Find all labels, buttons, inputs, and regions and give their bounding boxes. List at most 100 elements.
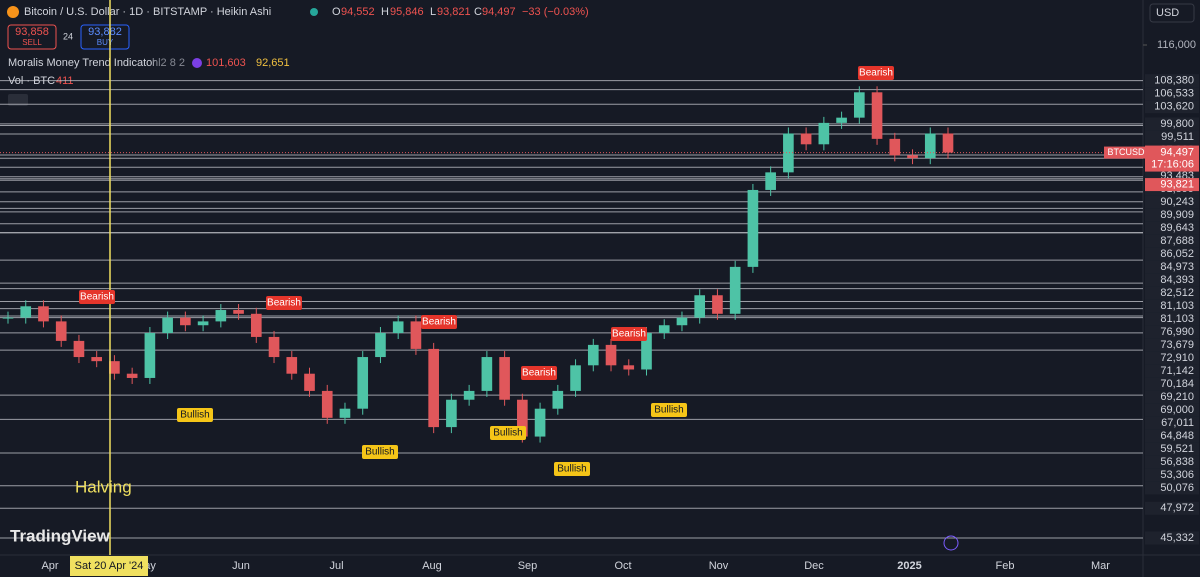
signal-box — [490, 426, 526, 440]
indicator-name: Moralis Money Trend Indicator — [8, 57, 156, 69]
sell-button[interactable] — [7, 24, 57, 50]
level-label: 82,512 — [1160, 287, 1194, 299]
level-label: 99,800 — [1160, 118, 1194, 130]
candle — [38, 306, 49, 322]
candle — [871, 92, 883, 139]
ohlc-label: C — [474, 6, 482, 18]
y-tick-label: 116,000 — [1157, 39, 1196, 51]
level-label: 72,910 — [1160, 352, 1194, 364]
candle — [747, 189, 759, 267]
candle — [712, 295, 723, 314]
ohlc-value: 95,846 — [390, 6, 424, 18]
candle — [428, 348, 439, 428]
level-label-box — [1145, 377, 1199, 391]
candle — [765, 172, 776, 190]
candle — [392, 321, 404, 334]
candle — [109, 361, 120, 374]
candle — [375, 333, 386, 358]
candle — [286, 357, 298, 374]
level-label: 59,521 — [1160, 443, 1194, 455]
x-tick-label: Mar — [1091, 560, 1110, 572]
signal-box — [266, 296, 302, 310]
buy-button[interactable] — [80, 24, 130, 50]
level-label: 106,533 — [1154, 88, 1194, 100]
candle — [587, 344, 599, 366]
level-label: 50,076 — [1160, 482, 1194, 494]
level-label-box — [1145, 429, 1199, 443]
x-tick-label: Apr — [41, 560, 58, 572]
plot — [0, 44, 1147, 539]
indicator-lower: 92,651 — [256, 57, 290, 69]
buy-text: BUY — [97, 38, 114, 47]
candle — [854, 92, 865, 118]
indicator-upper: 101,603 — [206, 57, 246, 69]
countdown: 17:16:06 — [1151, 158, 1194, 170]
signal-label: Bearish — [267, 298, 301, 309]
level-label: 89,909 — [1160, 209, 1194, 221]
level-label: 84,393 — [1160, 274, 1194, 286]
last-price: 94,497 — [1160, 146, 1194, 158]
symbol-tag: BTCUSD — [1107, 147, 1145, 157]
level-label-box — [1145, 117, 1199, 131]
signal-label: Bullish — [654, 405, 683, 416]
level-label-box — [1145, 468, 1199, 482]
level-label-box — [1145, 286, 1199, 300]
level-label-box — [1145, 273, 1199, 287]
candle — [268, 336, 280, 358]
signal-box — [651, 403, 687, 417]
status-dot — [310, 8, 318, 16]
level-label: 53,306 — [1160, 469, 1194, 481]
candle — [676, 317, 688, 326]
candle — [321, 390, 333, 418]
replay-button[interactable] — [943, 535, 959, 551]
indicator-params: hl2 8 2 — [152, 57, 185, 69]
candle — [162, 317, 173, 334]
signal-box — [858, 66, 894, 80]
level-label-box — [1145, 416, 1199, 430]
level-label: 71,142 — [1160, 365, 1194, 377]
candle — [818, 122, 830, 145]
signal-label: Bullish — [557, 464, 586, 475]
candle — [605, 344, 617, 366]
candle — [836, 117, 847, 123]
change: −33 (−0.03%) — [522, 6, 589, 18]
level-label: 81,103 — [1160, 300, 1194, 312]
candle — [800, 133, 812, 145]
sell-text: SELL — [22, 38, 42, 47]
candle — [907, 155, 918, 159]
candle — [534, 408, 546, 437]
currency-select[interactable] — [1149, 3, 1195, 23]
signal-label: Bearish — [80, 292, 114, 303]
candle — [304, 373, 315, 391]
candle — [126, 373, 138, 378]
level-label-box — [1145, 338, 1199, 352]
coin-icon — [7, 6, 19, 18]
x-tick-label: Jun — [232, 560, 250, 572]
level-label: 64,848 — [1160, 430, 1194, 442]
candle — [144, 333, 156, 378]
halving-label: Halving — [75, 477, 132, 496]
level-label: 69,000 — [1160, 404, 1194, 416]
low-price-box — [1145, 178, 1199, 192]
signal-box — [362, 445, 398, 459]
candle — [641, 333, 652, 370]
level-label: 84,973 — [1160, 261, 1194, 273]
candle — [357, 357, 369, 409]
level-label-box — [1145, 390, 1199, 404]
collapse-button[interactable] — [8, 94, 28, 106]
level-label-box — [1145, 364, 1199, 378]
low-price: 93,821 — [1160, 178, 1194, 190]
candle — [623, 365, 635, 370]
candle — [91, 357, 102, 362]
level-label: 86,052 — [1160, 248, 1194, 260]
signal-label: Bearish — [859, 68, 893, 79]
candle — [729, 266, 741, 314]
signal-box — [79, 290, 115, 304]
x-tick-label: Feb — [996, 560, 1015, 572]
candle — [658, 325, 670, 334]
x-tick-label: Oct — [614, 560, 631, 572]
signal-box — [521, 366, 557, 380]
brand: TradingView — [10, 526, 111, 545]
symbol: Bitcoin / U.S. Dollar · 1D · BITSTAMP · … — [24, 6, 271, 18]
